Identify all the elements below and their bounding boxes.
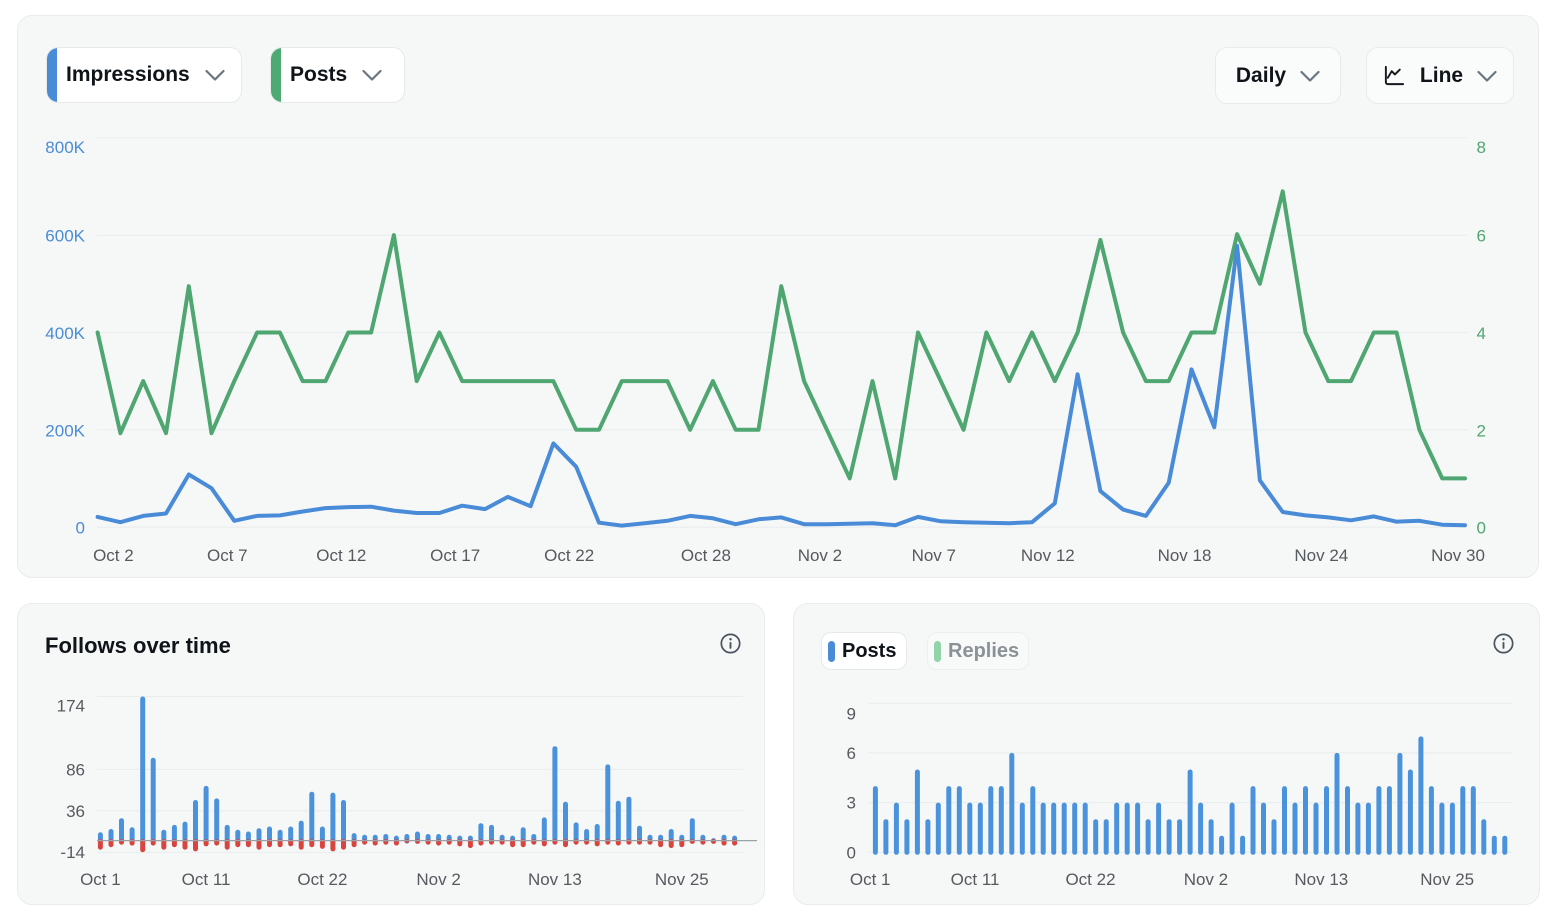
svg-text:Nov 2: Nov 2: [416, 870, 460, 889]
svg-text:Nov 12: Nov 12: [1021, 546, 1075, 565]
svg-text:Oct 1: Oct 1: [850, 870, 891, 889]
svg-text:200K: 200K: [45, 421, 85, 440]
svg-text:Nov 25: Nov 25: [655, 870, 709, 889]
svg-text:9: 9: [847, 704, 856, 723]
svg-text:Nov 24: Nov 24: [1294, 546, 1348, 565]
svg-text:Oct 12: Oct 12: [316, 546, 366, 565]
svg-text:Nov 13: Nov 13: [1294, 870, 1348, 889]
svg-text:0: 0: [76, 519, 85, 538]
svg-text:8: 8: [1477, 138, 1486, 157]
svg-text:Oct 22: Oct 22: [297, 870, 347, 889]
svg-text:600K: 600K: [45, 227, 85, 246]
svg-text:-14: -14: [60, 843, 85, 862]
svg-text:4: 4: [1477, 324, 1486, 343]
svg-text:Nov 2: Nov 2: [798, 546, 842, 565]
svg-text:86: 86: [66, 760, 85, 779]
svg-text:Oct 17: Oct 17: [430, 546, 480, 565]
svg-text:Oct 22: Oct 22: [544, 546, 594, 565]
svg-text:6: 6: [1477, 227, 1486, 246]
svg-text:Oct 2: Oct 2: [93, 546, 134, 565]
svg-text:400K: 400K: [45, 324, 85, 343]
svg-text:3: 3: [847, 794, 856, 813]
svg-text:Nov 30: Nov 30: [1431, 546, 1485, 565]
svg-text:800K: 800K: [45, 138, 85, 157]
svg-text:Nov 13: Nov 13: [528, 870, 582, 889]
svg-text:0: 0: [1477, 519, 1486, 538]
svg-text:Oct 1: Oct 1: [80, 870, 121, 889]
svg-text:Oct 22: Oct 22: [1065, 870, 1115, 889]
svg-text:Oct 11: Oct 11: [182, 870, 231, 889]
svg-text:Nov 25: Nov 25: [1420, 870, 1474, 889]
svg-text:174: 174: [57, 697, 85, 716]
svg-text:Nov 18: Nov 18: [1158, 546, 1212, 565]
svg-text:Nov 7: Nov 7: [912, 546, 956, 565]
svg-text:Nov 2: Nov 2: [1184, 870, 1228, 889]
svg-text:2: 2: [1477, 421, 1486, 440]
svg-text:36: 36: [66, 802, 85, 821]
svg-text:Oct 11: Oct 11: [951, 870, 1000, 889]
svg-text:0: 0: [847, 843, 856, 862]
svg-text:Oct 7: Oct 7: [207, 546, 248, 565]
svg-text:Oct 28: Oct 28: [681, 546, 731, 565]
svg-text:6: 6: [847, 744, 856, 763]
